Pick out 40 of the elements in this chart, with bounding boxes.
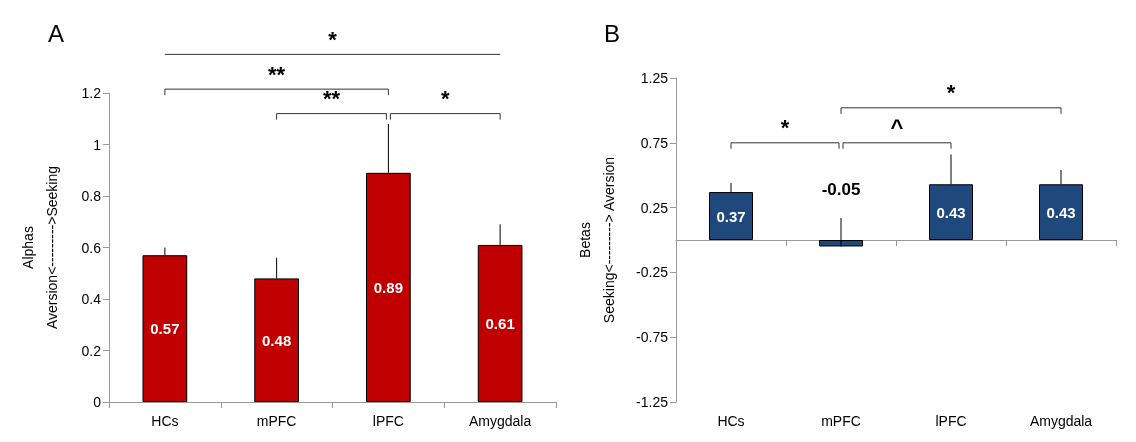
y-tick-label: 1 [93, 136, 102, 153]
y-tick-label: -0.75 [636, 329, 669, 346]
y-tick-label: 0.4 [81, 291, 102, 307]
y-tick-label: 0.2 [81, 342, 102, 359]
x-tick-label: mPFC [256, 413, 297, 429]
data-label: 0.89 [373, 278, 403, 296]
data-label: 0.37 [716, 207, 746, 225]
data-label: 0.57 [150, 320, 180, 338]
annotation: * [440, 86, 450, 112]
data-label: 0.43 [936, 203, 966, 221]
y-tick-label: -1.25 [636, 394, 669, 410]
x-tick-label: HCs [151, 413, 179, 429]
y-tick-label: -0.25 [636, 264, 669, 281]
data-label: 0.48 [262, 331, 292, 349]
chart-title: B [604, 19, 621, 47]
x-tick-label: lPFC [372, 413, 404, 429]
x-tick-label: lPFC [935, 413, 967, 429]
data-label: -0.05 [821, 180, 861, 199]
data-label: 0.43 [1046, 203, 1076, 221]
y-tick-label: 0 [93, 394, 102, 410]
y-tick-label: 0.6 [81, 239, 102, 256]
annotation: * [780, 115, 790, 141]
data-label: 0.61 [485, 314, 515, 332]
x-tick-label: Amygdala [468, 413, 532, 429]
y-tick-label: 0.75 [640, 134, 669, 151]
text: ** [268, 61, 286, 87]
y-tick-label: 1.25 [640, 70, 669, 86]
x-tick-label: mPFC [821, 413, 861, 429]
x-tick-label: Amygdala [1029, 413, 1093, 429]
y-axis-title: Alphas Aversion<--------->Seeking [20, 165, 60, 330]
y-tick-label: 0.8 [81, 188, 102, 204]
y-tick-label: 1.2 [81, 85, 102, 101]
annotation: ^ [890, 115, 904, 141]
y-axis-title: Betas Seeking<---------> Aversion [577, 156, 617, 324]
text: * [328, 26, 338, 52]
chart-title: A [48, 19, 65, 47]
annotation: * [946, 80, 956, 106]
y-tick-label: 0.25 [640, 199, 669, 216]
x-tick-label: HCs [717, 413, 745, 429]
annotation: ** [322, 86, 341, 112]
